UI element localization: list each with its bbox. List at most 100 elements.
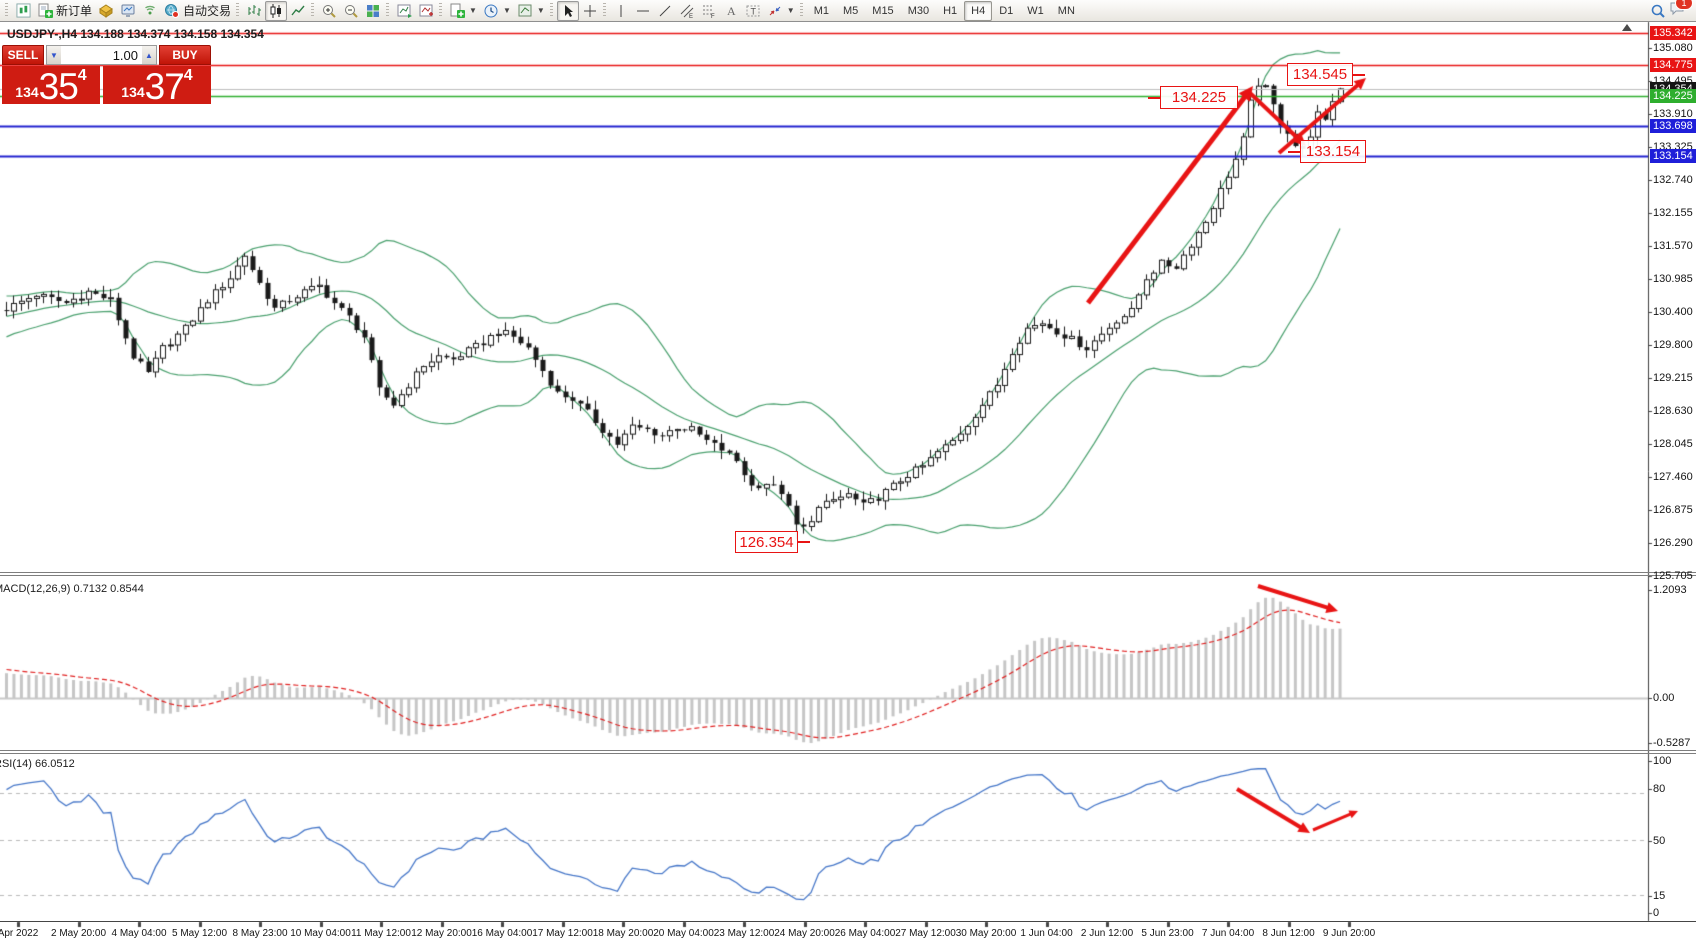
signals-button[interactable] [139,1,161,21]
chart-shortcut-icon[interactable] [12,1,34,21]
new-order-button[interactable]: 新订单 [34,1,95,21]
main-toolbar: 新订单 自动交易 ▼ ▼ [0,0,1696,22]
package-icon [99,3,113,18]
timeframe-h1[interactable]: H1 [936,1,964,21]
trendline-button[interactable] [654,1,676,21]
candlestick-chart-button[interactable] [265,0,288,21]
chart-title: USDJPY-,H4 134.188 134.374 134.158 134.3… [7,27,264,41]
crosshair-button[interactable] [579,1,601,21]
time-scale[interactable]: Apr 2022 2 May 20:00 4 May 04:00 5 May 12:0… [0,923,1696,946]
rsi-label: RSI(14) 66.0512 [0,758,75,770]
panel-separator[interactable] [0,753,1696,754]
timeframe-label: M5 [843,4,859,17]
sell-button[interactable]: SELL [2,45,44,65]
bar-chart-icon [248,4,262,16]
price-scale[interactable]: 135.080134.495133.910133.325132.740132.1… [1649,22,1696,946]
price-annotation[interactable]: 134.225 [1148,86,1238,109]
cursor-icon [564,4,573,17]
cursor-button[interactable] [556,0,579,21]
panel-separator[interactable] [0,572,1696,573]
autotrading-button[interactable]: 自动交易 [161,1,234,21]
volume-value[interactable]: 1.00 [61,46,142,64]
arrows-button[interactable]: ▼ [764,1,798,21]
timeframe-m1[interactable]: M1 [807,1,836,21]
price-annotation[interactable]: 133.154 [1288,140,1366,163]
panel-separator[interactable] [0,750,1696,751]
panel-separator[interactable] [0,575,1696,576]
date-tick-label: 24 May 20:00 [774,928,835,939]
chart-shift-marker[interactable] [1622,24,1632,31]
volume-decrease-button[interactable]: ▼ [47,46,61,64]
line-chart-button[interactable] [287,1,309,21]
dropdown-caret-icon: ▼ [469,6,477,15]
text-button[interactable]: A [720,1,742,21]
fibonacci-button[interactable]: F [698,1,720,21]
text-icon: A [727,4,736,18]
date-tick-label: 17 May 12:00 [532,928,593,939]
buy-price-prefix: 134 [121,84,145,100]
text-label-button[interactable]: T [742,1,764,21]
buy-price-pip: 4 [183,67,193,84]
timeframe-h4[interactable]: H4 [964,0,993,21]
sell-price[interactable]: 134 35 4 [2,66,100,105]
buy-price[interactable]: 134 37 4 [103,66,211,105]
text-label-icon: T [746,5,760,16]
dropdown-caret-icon: ▼ [786,6,795,15]
tile-windows-icon [367,4,380,17]
rsi-tick-label: 50 [1653,835,1666,847]
zoom-out-icon [345,4,358,18]
toolbar-grip [549,3,553,18]
date-tick-label: 12 May 20:00 [411,928,472,939]
price-tick-label: 125.705 [1653,570,1693,582]
sell-price-pip: 4 [77,67,87,84]
rsi-tick-label: 0 [1653,907,1660,919]
vertical-line-button[interactable] [610,1,632,21]
timeframe-m30[interactable]: M30 [901,1,936,21]
price-annotation[interactable]: 134.545 [1287,63,1365,86]
date-tick-label: 16 May 04:00 [471,928,533,939]
toolbar-grip [799,3,803,18]
volume-increase-button[interactable]: ▲ [142,46,156,64]
timeframe-m15[interactable]: M15 [865,1,900,21]
dropdown-caret-icon: ▼ [502,6,511,15]
price-tick-label: 132.155 [1653,206,1693,219]
timeframe-w1[interactable]: W1 [1020,1,1051,21]
autotrading-icon [165,3,180,18]
date-tick-label: 2 May 20:00 [50,928,107,939]
zoom-out-button[interactable] [340,1,362,21]
indicators-button[interactable] [393,1,415,21]
signal-icon [145,5,155,14]
terminal-button[interactable] [117,1,139,21]
market-button[interactable] [95,1,117,21]
price-tick-label: 128.630 [1653,405,1693,418]
timeframe-m5[interactable]: M5 [836,1,865,21]
tile-windows-button[interactable] [362,1,384,21]
bar-chart-button[interactable] [243,1,265,21]
arrow-objects-icon [769,6,781,15]
zoom-in-button[interactable] [318,1,340,21]
sell-price-prefix: 134 [15,84,39,100]
timeframe-d1[interactable]: D1 [992,1,1020,21]
price-annotation[interactable]: 126.354 [735,531,810,553]
trendline-icon [659,5,671,16]
timeframe-clock-button[interactable]: ▼ [480,1,514,21]
date-tick-label: 5 May 12:00 [171,928,228,939]
timeframe-label: M15 [872,4,894,17]
horizontal-line-icon [636,10,649,11]
price-tick-label: 132.740 [1653,173,1693,186]
buy-button[interactable]: BUY [159,45,211,65]
timeframe-mn[interactable]: MN [1051,1,1082,21]
period-chart-button[interactable] [415,1,437,21]
toolbar-grip [602,3,606,18]
rsi-tick-label: 80 [1653,783,1666,795]
templates-button[interactable]: ▼ [514,1,548,21]
horizontal-line-button[interactable] [632,1,654,21]
date-tick-label: 7 Jun 04:00 [1201,928,1255,939]
rsi-tick-label: 100 [1653,755,1672,767]
notifications-button[interactable]: 1 [1669,0,1693,21]
search-button[interactable] [1647,1,1669,21]
new-chart-button[interactable]: ▼ [446,1,480,21]
toolbar-grip [311,3,315,18]
channel-button[interactable]: E [676,1,698,21]
